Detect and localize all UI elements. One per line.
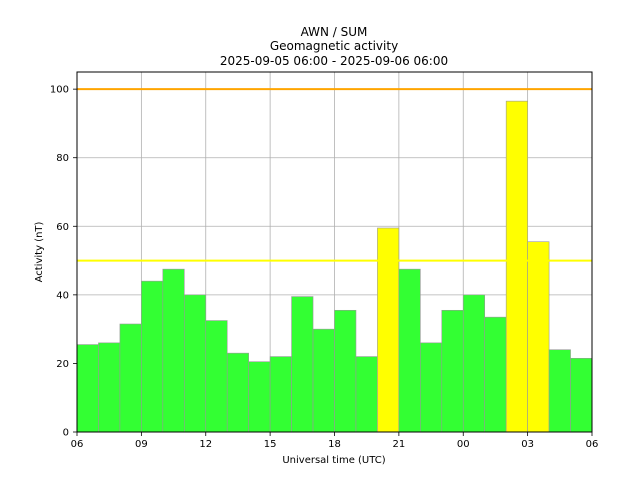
- bar-10: [162, 268, 185, 433]
- bar-07: [98, 342, 121, 433]
- bar-16: [291, 296, 314, 433]
- x-tick-label-6: 00: [457, 439, 470, 450]
- bar-00: [462, 294, 486, 433]
- chart-title-line-3: 2025-09-05 06:00 - 2025-09-06 06:00: [220, 54, 448, 68]
- bar-09: [141, 280, 164, 433]
- x-tick-label-2: 12: [199, 439, 212, 450]
- bar-06: [76, 344, 99, 433]
- bar-19: [355, 356, 378, 433]
- bar-01: [484, 316, 507, 433]
- bar-02: [505, 100, 528, 433]
- bar-22: [420, 342, 443, 433]
- chart-title-line-2: Geomagnetic activity: [270, 39, 398, 53]
- bar-20: [377, 227, 400, 433]
- x-axis-label: Universal time (UTC): [282, 455, 385, 466]
- threshold-lines: [77, 88, 592, 262]
- bar-17: [312, 328, 335, 433]
- bar-08: [119, 323, 142, 433]
- x-tick-label-4: 18: [328, 439, 341, 450]
- x-tick-label-0: 06: [71, 439, 84, 450]
- bar-03: [527, 241, 550, 433]
- y-tick-label-5: 100: [50, 85, 69, 96]
- x-tick-label-1: 09: [135, 439, 148, 450]
- y-tick-label-1: 20: [56, 359, 69, 370]
- bar-series: [76, 100, 593, 433]
- bar-13: [226, 352, 249, 433]
- y-tick-label-0: 0: [63, 428, 69, 439]
- y-tick-label-2: 40: [56, 290, 69, 301]
- bar-21: [398, 268, 421, 433]
- bar-04: [548, 349, 571, 433]
- x-tick-label-3: 15: [264, 439, 277, 450]
- x-tick-label-5: 21: [393, 439, 406, 450]
- y-axis-label: Activity (nT): [34, 221, 45, 282]
- bar-05: [570, 357, 593, 433]
- bar-12: [205, 320, 228, 433]
- y-tick-label-4: 80: [56, 153, 69, 164]
- x-axis-ticks: 06 09 12 15 18 21 00 03 06: [71, 432, 599, 450]
- bar-23: [441, 309, 464, 433]
- x-tick-label-8: 06: [586, 439, 599, 450]
- bar-11: [183, 294, 207, 433]
- y-axis-ticks: 0 20 40 60 80 100: [50, 85, 77, 439]
- x-tick-label-7: 03: [521, 439, 534, 450]
- chart-title-line-1: AWN / SUM: [301, 25, 368, 39]
- y-tick-label-3: 60: [56, 222, 69, 233]
- bar-15: [269, 356, 292, 433]
- bar-18: [334, 309, 357, 433]
- bar-14: [248, 361, 271, 433]
